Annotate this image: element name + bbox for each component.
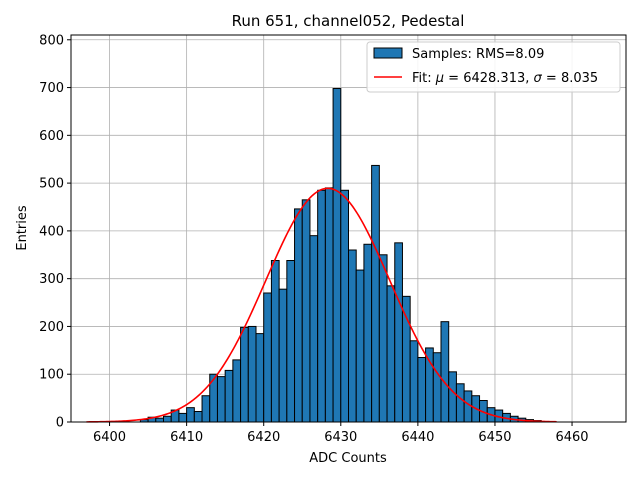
fit-curve (86, 187, 557, 423)
histogram-bar (440, 321, 450, 423)
fit-separator: , (525, 71, 533, 86)
histogram-bar (409, 340, 419, 423)
x-tick-label: 6410 (170, 430, 203, 445)
histogram-bar (425, 347, 434, 423)
legend-box (366, 41, 621, 93)
fit-curve-group (86, 187, 557, 423)
histogram-bar (286, 260, 296, 423)
histogram-bar (401, 295, 411, 423)
histogram-bar (240, 326, 249, 423)
histogram-bar (394, 242, 403, 423)
x-axis: 6400 6410 6420 6430 6440 6450 6460 (93, 422, 589, 445)
x-tick-label: 6430 (324, 430, 357, 445)
fit-legend-prefix: Fit: (412, 71, 436, 86)
histogram-bar (263, 292, 272, 423)
histogram-bar (371, 164, 380, 423)
histogram-bar (309, 235, 319, 423)
x-tick-label: 6440 (401, 430, 434, 445)
y-tick-label: 300 (39, 272, 64, 287)
plot-frame (70, 34, 627, 423)
x-tick-label: 6400 (93, 430, 126, 445)
histogram-bar (363, 243, 373, 423)
histogram-bar (348, 249, 357, 423)
y-tick-label: 100 (39, 368, 64, 383)
histogram-bar (324, 187, 334, 423)
legend-label-samples: Samples: RMS=8.09 (412, 47, 544, 62)
histogram-bar (417, 357, 427, 423)
legend: Samples: RMS=8.09 Fit: μ = 6428.313, σ =… (366, 41, 621, 93)
y-tick-label: 600 (39, 129, 64, 144)
histogram-bar (432, 352, 442, 423)
histogram-bars (139, 88, 542, 423)
histogram-bar (355, 269, 365, 423)
histogram-bar (232, 359, 242, 423)
histogram-bar (255, 333, 265, 423)
histogram-bar (278, 288, 288, 423)
y-tick-label: 200 (39, 320, 64, 335)
chart-title: Run 651, channel052, Pedestal (232, 12, 465, 30)
x-tick-label: 6420 (247, 430, 280, 445)
histogram-bar (193, 410, 203, 423)
histogram-bar (270, 260, 280, 423)
histogram-bar (224, 369, 234, 423)
fit-sigma-symbol: σ (534, 71, 543, 86)
histogram-bar (155, 417, 165, 423)
y-tick-label: 700 (39, 81, 64, 96)
fit-sigma-equals: = (542, 71, 561, 86)
y-tick-label: 400 (39, 224, 64, 239)
histogram-bar (317, 189, 326, 423)
x-tick-label: 6460 (555, 430, 588, 445)
fit-mu-symbol: μ (435, 71, 444, 86)
y-axis: 0 100 200 300 400 500 600 700 800 (39, 33, 71, 431)
histogram-bar (386, 285, 396, 423)
histogram-bar (455, 383, 465, 423)
x-tick-label: 6450 (478, 430, 511, 445)
fit-mu-value: 6428.313 (463, 71, 525, 86)
histogram-bar (332, 88, 342, 423)
y-tick-label: 500 (39, 177, 64, 192)
histogram-bar (378, 254, 388, 423)
histogram-bar (448, 371, 457, 423)
y-tick-label: 0 (56, 416, 64, 431)
legend-label-fit: Fit: μ = 6428.313, σ = 8.035 (412, 71, 598, 86)
histogram-bar (247, 325, 257, 423)
y-axis-label: Entries (15, 205, 30, 251)
histogram-bar (301, 199, 311, 423)
fit-mu-equals: = (444, 71, 463, 86)
y-tick-label: 800 (39, 33, 64, 48)
histogram-bar (340, 189, 349, 423)
fit-sigma-value: 8.035 (561, 71, 598, 86)
histogram-bar (216, 376, 226, 423)
histogram-bar (163, 415, 172, 423)
histogram-bar (201, 395, 211, 423)
legend-swatch-samples (373, 47, 403, 59)
x-axis-label: ADC Counts (309, 451, 387, 466)
histogram-bar (178, 412, 188, 423)
histogram-bar (186, 407, 195, 423)
histogram-bar (294, 208, 303, 423)
